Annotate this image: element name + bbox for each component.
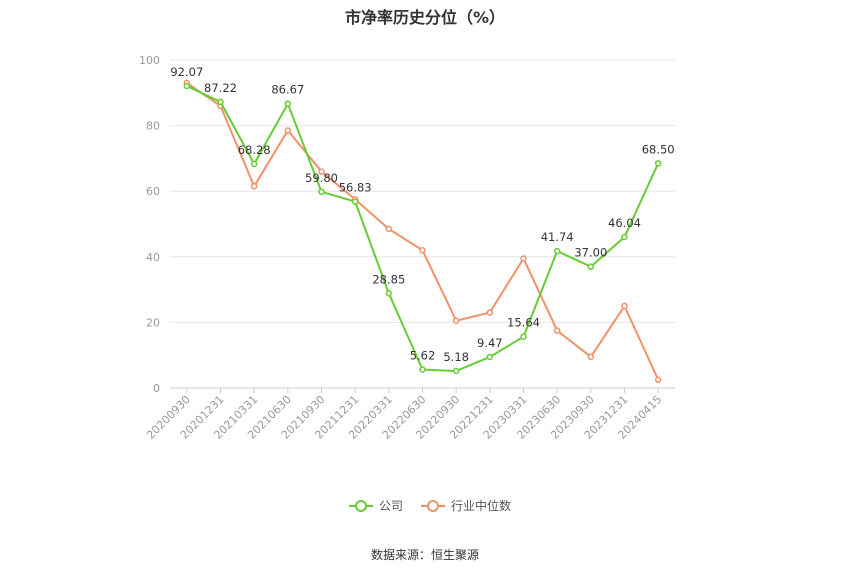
data-label: 86.67 (271, 83, 304, 97)
data-point-company (654, 160, 662, 167)
legend-marker (427, 500, 439, 512)
data-label: 37.00 (574, 246, 607, 260)
data-point-company (621, 233, 628, 241)
data-point-company (520, 333, 527, 340)
data-label: 41.74 (541, 230, 574, 244)
data-point-industry-median (486, 309, 494, 316)
data-point-company (250, 160, 258, 168)
legend-label: 公司 (379, 499, 403, 513)
data-point-industry-median (553, 327, 561, 334)
data-label: 59.80 (305, 171, 338, 185)
data-label: 46.04 (608, 216, 641, 230)
data-label: 5.18 (443, 350, 469, 364)
data-point-industry-median (621, 302, 628, 310)
data-label: 28.85 (372, 272, 405, 286)
data-point-industry-median (520, 255, 527, 262)
data-point-company (553, 247, 561, 255)
legend-marker (355, 500, 367, 512)
data-point-company (284, 100, 292, 107)
data-label: 68.50 (642, 142, 675, 156)
data-point-company (385, 290, 393, 297)
data-source: 数据来源：恒生聚源 (370, 548, 479, 562)
y-tick-label: 60 (146, 185, 160, 198)
data-label: 92.07 (170, 65, 203, 79)
data-point-industry-median (250, 183, 258, 190)
data-label: 68.28 (238, 143, 271, 157)
data-point-company (452, 367, 460, 375)
data-point-company (183, 82, 191, 90)
data-point-industry-median (654, 376, 662, 384)
data-point-industry-median (419, 246, 426, 254)
data-label: 15.64 (507, 316, 540, 330)
y-tick-label: 0 (153, 382, 160, 395)
data-point-industry-median (284, 127, 292, 134)
series-line-company (186, 85, 660, 373)
data-point-industry-median (385, 225, 393, 233)
data-label: 5.62 (410, 349, 436, 363)
chart-title: 市净率历史分位（%） (344, 8, 506, 27)
data-point-company (419, 366, 426, 373)
y-tick-label: 20 (146, 316, 160, 329)
data-point-industry-median (587, 353, 595, 361)
data-label: 87.22 (204, 81, 237, 95)
y-tick-label: 40 (146, 251, 160, 264)
data-point-company (351, 198, 359, 205)
series-line-industry-median (186, 82, 660, 381)
data-label: 56.83 (339, 181, 372, 195)
y-tick-label: 80 (146, 120, 160, 133)
legend-label: 行业中位数 (451, 498, 511, 513)
y-tick-label: 100 (139, 54, 160, 67)
data-point-company (318, 188, 325, 196)
data-label: 9.47 (477, 336, 503, 350)
data-point-company (587, 263, 595, 270)
data-point-industry-median (452, 317, 460, 325)
data-point-industry-median (318, 168, 325, 175)
data-point-company (486, 353, 494, 361)
data-point-company (217, 98, 224, 106)
